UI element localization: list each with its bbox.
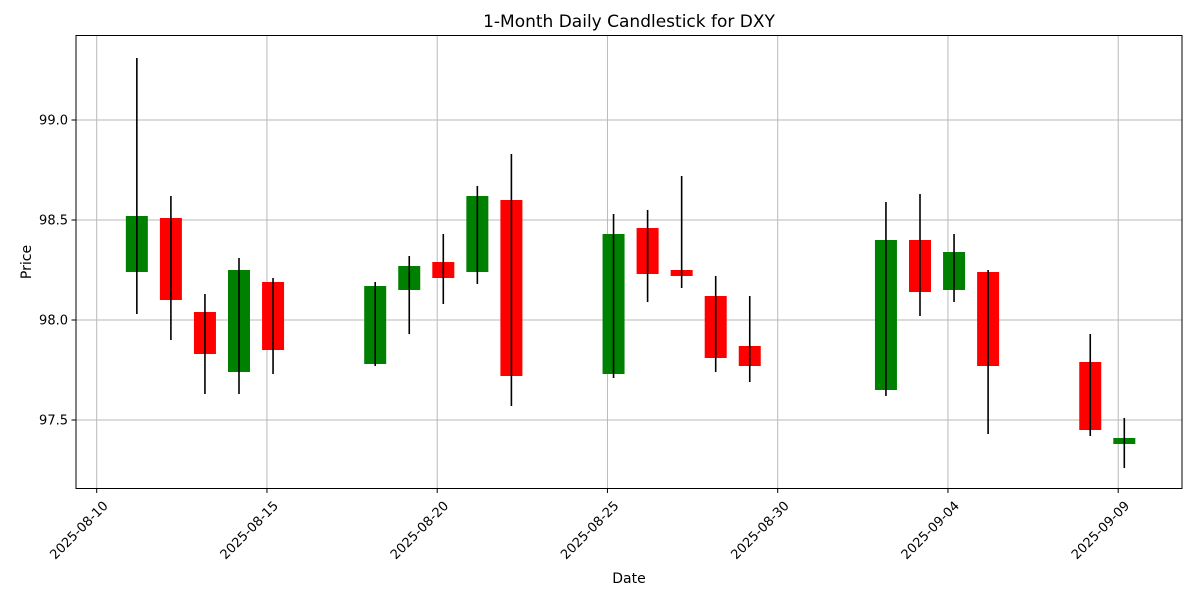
x-tick-label: 2025-08-20 [388, 499, 452, 563]
candle-2025-08-15 [262, 278, 285, 374]
candle-2025-08-19 [398, 256, 421, 334]
candle-2025-08-28 [704, 276, 727, 372]
candle-2025-08-26 [636, 210, 659, 302]
x-tick-label: 2025-09-04 [899, 499, 963, 563]
x-tick-label: 2025-08-15 [218, 499, 282, 563]
y-tick-label: 98.5 [39, 214, 68, 229]
candle-2025-08-13 [193, 294, 216, 394]
y-axis-label: Price [19, 245, 35, 279]
candle-2025-08-22 [500, 154, 523, 406]
candle-2025-09-03 [909, 194, 931, 316]
candle-2025-08-29 [738, 296, 761, 382]
x-axis-label: Date [612, 571, 645, 587]
candle-2025-09-08 [1079, 334, 1102, 436]
tick-layer [71, 119, 1119, 493]
plot-border [75, 35, 1183, 489]
candle-2025-08-27 [670, 176, 693, 288]
candle-2025-08-11 [125, 58, 148, 314]
x-tick-label: 2025-08-10 [47, 499, 111, 563]
y-tick-label: 99.0 [39, 114, 68, 129]
chart-title: 1-Month Daily Candlestick for DXY [483, 12, 775, 32]
grid-layer [76, 35, 1182, 489]
candle-2025-09-02 [874, 202, 897, 396]
x-tick-label: 2025-09-09 [1069, 499, 1133, 563]
candle-2025-09-09 [1113, 418, 1136, 468]
y-tick-label: 97.5 [39, 414, 68, 429]
candle-layer [125, 58, 1136, 468]
candle-2025-08-14 [228, 258, 250, 394]
candle-2025-08-21 [466, 186, 489, 284]
candle-2025-08-12 [159, 196, 182, 340]
candle-2025-08-25 [602, 214, 625, 378]
candle-2025-09-04 [943, 234, 966, 302]
y-tick-label: 98.0 [39, 314, 68, 329]
candle-2025-08-18 [364, 282, 387, 366]
x-tick-label: 2025-08-25 [558, 499, 622, 563]
x-tick-label: 2025-08-30 [728, 499, 792, 563]
candle-2025-08-20 [432, 234, 455, 304]
candle-2025-09-05 [977, 270, 1000, 434]
